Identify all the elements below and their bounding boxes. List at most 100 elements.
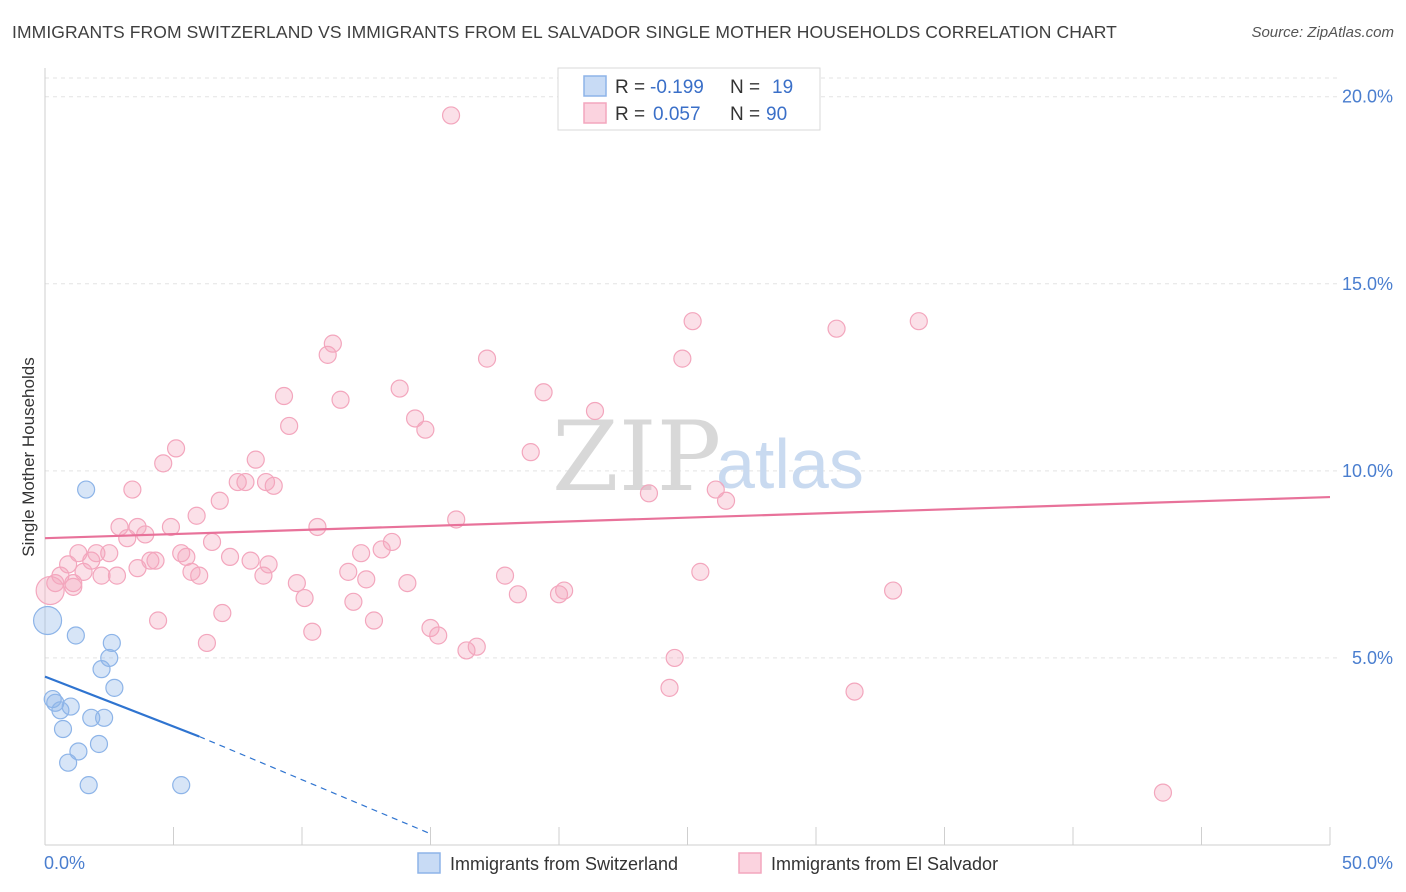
el-salvador-point	[495, 566, 515, 585]
watermark: ZIP atlas	[552, 401, 864, 513]
switzerland-point	[79, 776, 98, 795]
el-salvador-point	[357, 570, 376, 589]
el-salvador-point	[706, 480, 725, 499]
y-tick-label: 10.0%	[1342, 461, 1393, 481]
el-salvador-point	[521, 443, 540, 462]
el-salvador-point	[673, 349, 692, 368]
y-tick-label: 15.0%	[1342, 274, 1393, 294]
el-salvador-point	[59, 555, 78, 574]
el-salvador-point	[92, 566, 111, 585]
el-salvador-point	[585, 401, 605, 421]
el-salvador-point	[87, 544, 106, 563]
el-salvador-point	[228, 472, 247, 492]
switzerland-point	[89, 734, 109, 754]
el-salvador-point	[508, 585, 527, 604]
source-label: Source: ZipAtlas.com	[1251, 24, 1394, 41]
el-salvador-point	[339, 562, 358, 581]
series-label-el-salvador: Immigrants from El Salvador	[771, 854, 998, 874]
el-salvador-point	[308, 517, 327, 537]
el-salvador-point	[287, 573, 306, 593]
y-axis-label: Single Mother Households	[19, 357, 38, 556]
legend-r-label-2: R =	[615, 104, 645, 125]
el-salvador-point	[344, 592, 363, 611]
legend-swatch-switzerland	[583, 75, 607, 97]
watermark-atlas: atlas	[716, 425, 864, 503]
el-salvador-point	[372, 540, 391, 559]
el-salvador-point	[421, 618, 440, 638]
stats-legend: R = -0.199 N = 19 R = 0.057 N = 90	[557, 67, 821, 131]
el-salvador-point	[405, 409, 425, 428]
el-salvador-point	[398, 573, 417, 593]
el-salvador-point	[148, 611, 168, 630]
series-legend: Immigrants from Switzerland Immigrants f…	[417, 852, 998, 874]
switzerland-trend-extension	[198, 735, 431, 835]
el-salvador-point	[1153, 783, 1173, 802]
x-tick-label: 50.0%	[1342, 853, 1393, 873]
y-tick-label: 5.0%	[1352, 648, 1393, 668]
el-salvador-trend-line	[44, 495, 1331, 540]
legend-n-value-1: 19	[772, 77, 793, 98]
legend-swatch-el-salvador	[583, 102, 607, 124]
el-salvador-point	[477, 349, 497, 368]
legend-r-value-2: 0.057	[653, 104, 701, 125]
axes: 5.0% 10.0% 15.0% 20.0% 0.0% 50.0%	[44, 68, 1393, 873]
el-salvador-point	[639, 484, 659, 503]
series-swatch-switzerland	[417, 852, 441, 874]
chart-title: IMMIGRANTS FROM SWITZERLAND VS IMMIGRANT…	[12, 22, 1117, 42]
legend-n-label-2: N =	[730, 104, 760, 125]
el-salvador-point	[845, 682, 864, 701]
el-salvador-point	[246, 450, 265, 469]
el-salvador-point	[254, 566, 273, 585]
el-salvador-point	[827, 319, 846, 338]
el-salvador-point	[146, 551, 165, 570]
switzerland-trend-line	[44, 675, 200, 738]
el-salvador-point	[457, 641, 476, 660]
el-salvador-point	[280, 416, 299, 436]
legend-r-value-1: -0.199	[650, 77, 704, 98]
legend-n-label-1: N =	[730, 77, 760, 98]
el-salvador-point	[295, 588, 314, 608]
switzerland-point	[95, 708, 114, 727]
el-salvador-point	[220, 547, 240, 567]
el-salvador-point	[256, 472, 276, 492]
el-salvador-point	[416, 420, 435, 439]
switzerland-point	[69, 742, 88, 761]
el-salvador-point	[323, 334, 342, 353]
el-salvador-point	[190, 566, 209, 585]
series-label-switzerland: Immigrants from Switzerland	[450, 854, 678, 874]
el-salvador-point	[318, 345, 337, 364]
watermark-zip: ZIP	[552, 401, 721, 513]
switzerland-point	[105, 678, 124, 697]
el-salvador-point	[107, 566, 127, 585]
switzerland-point	[32, 605, 63, 636]
el-salvador-point	[202, 532, 222, 552]
el-salvador-point	[241, 551, 260, 570]
y-tick-label: 20.0%	[1342, 87, 1393, 107]
el-salvador-point	[691, 562, 710, 581]
el-salvador-point	[64, 577, 83, 596]
el-salvador-point	[154, 454, 173, 473]
el-salvador-point	[213, 603, 232, 623]
legend-n-value-2: 90	[766, 104, 787, 125]
switzerland-point	[82, 708, 101, 727]
legend-r-label-1: R =	[615, 77, 645, 98]
el-salvador-point	[197, 633, 217, 653]
switzerland-point	[172, 776, 191, 795]
switzerland-point	[61, 697, 80, 716]
el-salvador-point	[716, 491, 736, 510]
el-salvador-point	[118, 529, 137, 548]
el-salvador-point	[382, 532, 402, 552]
el-salvador-point	[259, 555, 278, 574]
el-salvador-point	[883, 581, 903, 600]
el-salvador-point	[187, 506, 206, 525]
switzerland-point	[51, 701, 70, 720]
el-salvador-point	[660, 678, 679, 697]
switzerland-point	[102, 633, 121, 653]
el-salvador-point	[364, 611, 384, 630]
switzerland-point	[100, 648, 119, 668]
el-salvador-point	[236, 472, 255, 492]
trend-lines	[44, 495, 1331, 835]
switzerland-point	[77, 480, 96, 499]
el-salvador-point	[352, 544, 371, 563]
